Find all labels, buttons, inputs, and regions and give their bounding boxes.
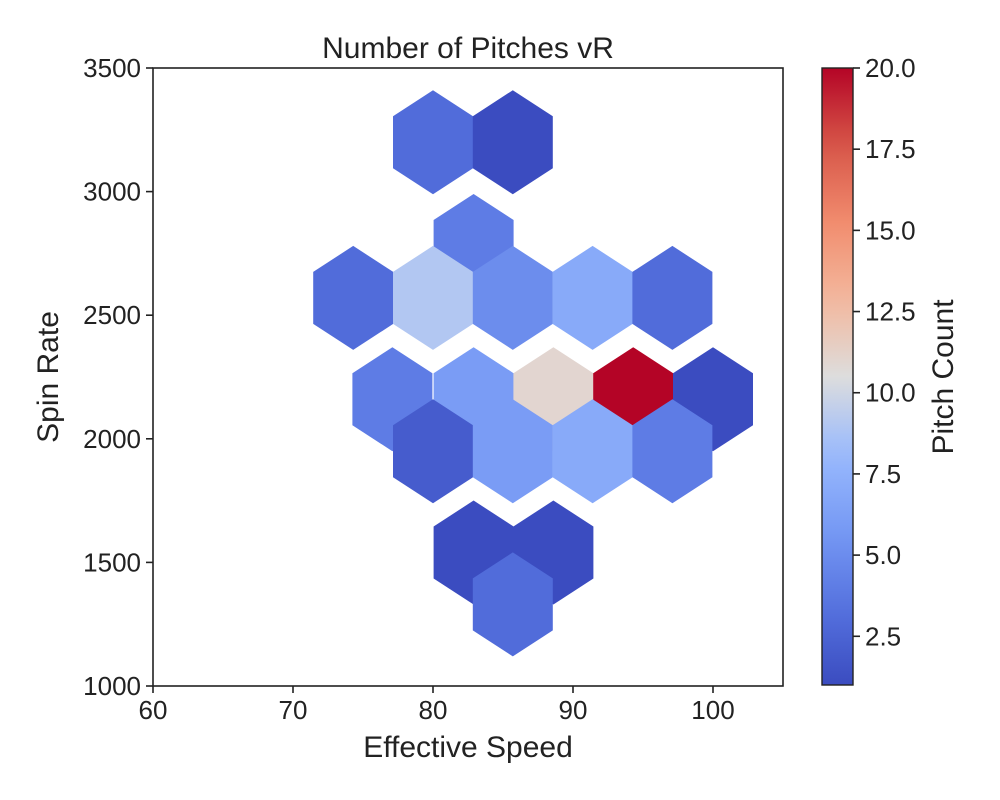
colorbar-tick-label: 20.0: [865, 53, 916, 83]
y-tick-label: 2000: [83, 424, 141, 454]
y-tick-label: 2500: [83, 300, 141, 330]
x-tick-label: 80: [419, 695, 448, 725]
hexbin-cell: [472, 245, 553, 350]
colorbar-tick-label: 7.5: [865, 459, 901, 489]
y-axis-title: Spin Rate: [32, 311, 65, 443]
x-tick-label: 90: [559, 695, 588, 725]
hexbin-cell: [393, 245, 473, 350]
x-tick-label: 70: [279, 695, 308, 725]
colorbar-tick-label: 12.5: [865, 297, 916, 327]
colorbar-tick-label: 10.0: [865, 378, 916, 408]
colorbar-tick-label: 15.0: [865, 215, 916, 245]
hexbin-cell: [393, 399, 473, 504]
hexbin-cell: [632, 399, 713, 504]
hexbin-cells: [313, 90, 753, 657]
x-tick-label: 60: [139, 695, 168, 725]
hexbin-cell: [472, 552, 553, 657]
x-axis-ticks: 60 70 80 90 100: [139, 686, 735, 725]
colorbar: [821, 67, 854, 686]
x-axis-title: Effective Speed: [363, 731, 573, 764]
hexbin-cell: [472, 399, 553, 504]
x-tick-label: 100: [691, 695, 734, 725]
y-tick-label: 1500: [83, 547, 141, 577]
colorbar-tick-label: 17.5: [865, 134, 916, 164]
y-axis-ticks: 1000 1500 2000 2500 3000 3500: [83, 53, 153, 701]
y-tick-label: 1000: [83, 671, 141, 701]
chart-title: Number of Pitches vR: [322, 32, 614, 65]
colorbar-tick-label: 5.0: [865, 540, 901, 570]
colorbar-tick-label: 2.5: [865, 621, 901, 651]
y-tick-label: 3500: [83, 53, 141, 83]
y-tick-label: 3000: [83, 177, 141, 207]
colorbar-label: Pitch Count: [927, 299, 960, 455]
plot-frame: [152, 67, 784, 687]
hexbin-cell: [313, 245, 394, 350]
hexbin-cell: [552, 399, 633, 504]
hexbin-cell: [472, 90, 553, 195]
hexbin-cell: [552, 245, 633, 350]
hexbin-cell: [632, 245, 713, 350]
colorbar-ticks: 2.5 5.0 7.5 10.0 12.5 15.0 17.5 20.0: [853, 53, 916, 651]
hexbin-cell: [393, 90, 473, 195]
